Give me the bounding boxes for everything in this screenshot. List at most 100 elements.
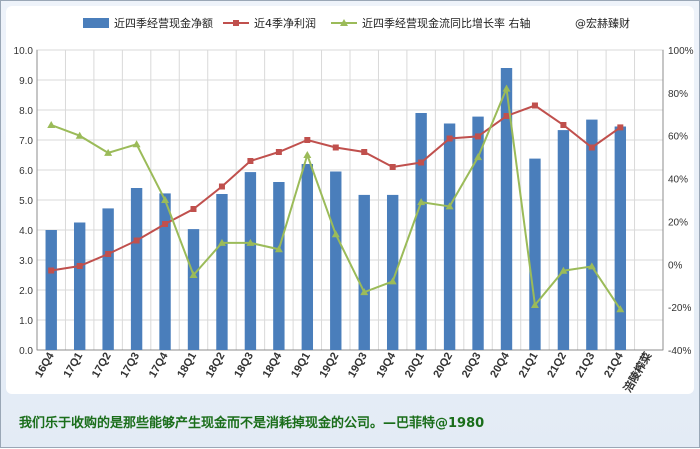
category-label: 21Q3 [574, 351, 598, 380]
category-label: 18Q3 [232, 351, 256, 380]
bar [45, 230, 57, 350]
series-marker-square [76, 263, 83, 269]
bar [614, 126, 627, 350]
series-marker-triangle [274, 245, 283, 253]
bar [557, 130, 570, 350]
category-label: 19Q3 [346, 351, 370, 380]
series-marker-square [162, 221, 169, 227]
series-marker-square [218, 183, 225, 190]
series-marker-triangle [530, 301, 539, 308]
category-label: 18Q4 [261, 350, 285, 380]
category-label: 21Q2 [545, 351, 569, 380]
legend-label: 近四季经营现金流同比增长率 右轴 [362, 16, 531, 30]
series-marker-triangle [445, 202, 454, 210]
bar [386, 194, 399, 350]
category-label: 21Q4 [602, 350, 626, 380]
category-label: 16Q4 [33, 350, 57, 380]
series-marker-triangle [303, 151, 312, 158]
category-label: 19Q2 [318, 351, 342, 380]
series-marker-triangle [246, 238, 255, 246]
category-label: 17Q3 [118, 351, 142, 380]
left-axis-tick-label: 4.0 [19, 226, 33, 237]
category-label: 21Q1 [517, 351, 541, 380]
series-marker-triangle [587, 262, 596, 270]
bar [415, 113, 427, 350]
left-axis-tick-label: 0.0 [19, 346, 33, 357]
category-label: 19Q1 [289, 351, 313, 380]
category-label: 17Q1 [61, 351, 85, 380]
series-marker-triangle [559, 266, 568, 274]
series-marker-square [190, 206, 197, 212]
legend-swatch-marker [340, 19, 348, 26]
left-axis-tick-label: 9.0 [19, 76, 33, 87]
left-axis-tick-label: 10.0 [14, 46, 34, 57]
series-marker-square [418, 159, 425, 166]
right-axis-tick-label: 80% [668, 89, 688, 100]
left-axis-tick-label: 1.0 [19, 316, 33, 327]
series-marker-square [247, 158, 254, 164]
series-marker-triangle [75, 131, 84, 139]
series-marker-triangle [161, 196, 170, 203]
bar [102, 208, 114, 350]
bar [330, 171, 342, 350]
category-label: 17Q2 [90, 351, 114, 380]
series-marker-square [389, 164, 396, 170]
bar [273, 182, 285, 350]
left-axis-tick-label: 8.0 [19, 106, 33, 117]
series-marker-square [503, 113, 510, 119]
series-marker-square [617, 124, 624, 131]
category-label: 20Q4 [488, 350, 512, 380]
series-marker-square [361, 149, 368, 155]
right-axis-tick-label: -20% [668, 303, 691, 314]
series-marker-square [531, 102, 538, 109]
left-axis-tick-label: 5.0 [19, 196, 33, 207]
category-label: 20Q1 [403, 351, 427, 380]
left-axis-tick-label: 3.0 [19, 256, 33, 267]
right-axis-tick-label: 20% [668, 217, 688, 228]
left-axis-tick-label: 7.0 [19, 136, 33, 147]
bar [301, 164, 314, 350]
category-label: 20Q3 [460, 351, 484, 380]
bar [472, 116, 484, 350]
series-marker-square [133, 237, 140, 244]
legend-label: 近四季经营现金净额 [114, 16, 213, 30]
bar [586, 119, 598, 350]
bar [244, 172, 257, 350]
legend-extra: @宏赫臻财 [575, 16, 630, 30]
right-axis-tick-label: 100% [668, 46, 694, 57]
series-marker-square [446, 135, 453, 142]
category-label: 17Q4 [147, 350, 171, 380]
series-marker-square [304, 137, 311, 143]
bar [443, 123, 456, 350]
series-marker-square [332, 144, 339, 151]
series-marker-triangle [189, 271, 198, 278]
category-label: 20Q2 [431, 351, 455, 380]
series-marker-triangle [388, 277, 397, 285]
legend-swatch-bar [83, 18, 109, 28]
bar [216, 194, 228, 350]
footer-quote: 我们乐于收购的是那些能够产生现金而不是消耗掉现金的公司。—巴菲特@1980 [19, 416, 485, 431]
bar [500, 68, 513, 350]
series-marker-triangle [47, 121, 56, 128]
series-marker-square [48, 267, 55, 274]
left-axis-tick-label: 6.0 [19, 166, 33, 177]
legend-swatch-marker [233, 20, 239, 26]
bar [358, 194, 370, 350]
left-axis-tick-label: 2.0 [19, 286, 33, 297]
right-axis-tick-label: 60% [668, 132, 688, 143]
series-marker-triangle [616, 305, 625, 313]
category-label: 18Q2 [204, 351, 228, 380]
bar [159, 193, 171, 350]
category-label: 18Q1 [175, 351, 199, 380]
series-marker-square [475, 133, 482, 140]
right-axis-tick-label: 0% [668, 260, 683, 271]
series-marker-square [560, 122, 567, 128]
bar [130, 188, 143, 350]
bar [529, 158, 541, 350]
series-marker-triangle [474, 153, 483, 161]
series-marker-square [275, 149, 282, 155]
right-axis-tick-label: 40% [668, 175, 688, 186]
bar [187, 229, 200, 350]
